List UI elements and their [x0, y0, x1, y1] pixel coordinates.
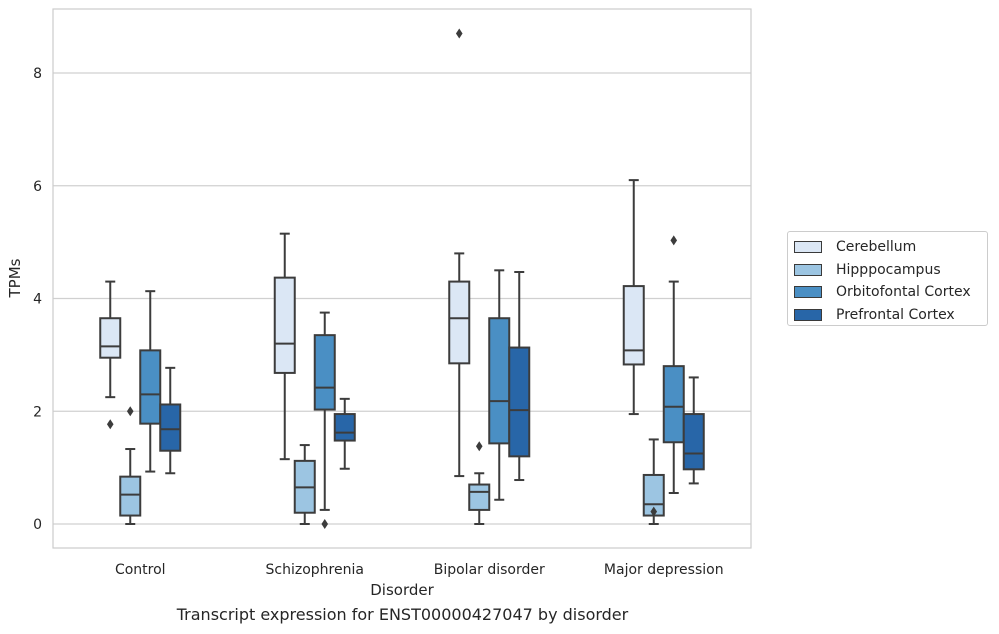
box-orbitofontal-cortex	[662, 235, 685, 494]
x-axis-title: Disorder	[370, 581, 434, 599]
legend-item: Cerebellum	[794, 236, 987, 259]
box-iqr	[508, 346, 531, 458]
box-iqr	[682, 413, 705, 471]
box-iqr	[159, 403, 182, 452]
x-tick-label: Schizophrenia	[266, 562, 364, 578]
legend-item: Prefrontal Cortex	[794, 304, 987, 327]
legend-label: Orbitofontal Cortex	[836, 284, 971, 301]
x-tick-label: Major depression	[604, 562, 724, 578]
outlier-point	[126, 406, 134, 417]
legend-label: Prefrontal Cortex	[836, 306, 955, 323]
box-series	[99, 28, 705, 529]
legend-swatch	[794, 308, 822, 321]
box-iqr	[622, 285, 645, 366]
legend: Cerebellum Hipppocampus Orbitofontal Corte…	[787, 231, 988, 326]
outlier-point	[455, 28, 463, 39]
box-iqr	[99, 317, 122, 359]
y-tick-label: 2	[33, 404, 42, 420]
box-iqr	[313, 334, 336, 411]
box-prefrontal-cortex	[682, 376, 705, 485]
box-hipppocampus	[468, 441, 491, 525]
y-tick-labels: 0 2 4 6 8	[33, 66, 42, 533]
box-hipppocampus	[642, 438, 665, 525]
box-prefrontal-cortex	[508, 271, 531, 482]
outlier-point	[670, 235, 678, 246]
box-iqr	[333, 413, 356, 442]
legend-item: Hipppocampus	[794, 259, 987, 282]
legend-label: Cerebellum	[836, 239, 917, 256]
box-orbitofontal-cortex	[139, 290, 162, 473]
x-tick-label: Control	[115, 562, 166, 578]
outlier-point	[321, 519, 329, 529]
y-tick-label: 0	[33, 517, 42, 533]
box-iqr	[273, 276, 296, 374]
legend-swatch	[794, 241, 822, 254]
y-axis-title: TPMs	[6, 258, 24, 298]
box-prefrontal-cortex	[333, 397, 356, 470]
chart-caption: Transcript expression for ENST0000042704…	[176, 605, 629, 624]
box-cerebellum	[99, 280, 122, 430]
grid-lines	[53, 72, 751, 525]
legend-item: Orbitofontal Cortex	[794, 281, 987, 304]
legend-swatch	[794, 286, 822, 299]
y-tick-label: 8	[33, 66, 42, 82]
box-iqr	[119, 475, 142, 517]
box-hipppocampus	[119, 406, 142, 525]
box-cerebellum	[622, 179, 645, 416]
legend-swatch	[794, 263, 822, 276]
box-orbitofontal-cortex	[313, 311, 336, 529]
outlier-point	[650, 506, 658, 517]
box-orbitofontal-cortex	[488, 269, 511, 501]
box-iqr	[448, 280, 471, 365]
box-iqr	[468, 483, 491, 511]
y-tick-label: 4	[33, 292, 42, 308]
box-iqr	[139, 349, 162, 425]
outlier-point	[475, 441, 483, 452]
y-tick-label: 6	[33, 179, 42, 195]
box-prefrontal-cortex	[159, 366, 182, 475]
box-iqr	[488, 317, 511, 445]
x-tick-labels: Control Schizophrenia Bipolar disorder Majo…	[115, 562, 724, 578]
box-cerebellum	[273, 232, 296, 461]
plot-frame	[52, 8, 752, 549]
legend-label: Hipppocampus	[836, 261, 941, 278]
outlier-point	[106, 419, 114, 430]
box-cerebellum	[448, 28, 471, 478]
box-hipppocampus	[293, 444, 316, 525]
x-tick-label: Bipolar disorder	[434, 562, 545, 578]
box-iqr	[662, 365, 685, 444]
